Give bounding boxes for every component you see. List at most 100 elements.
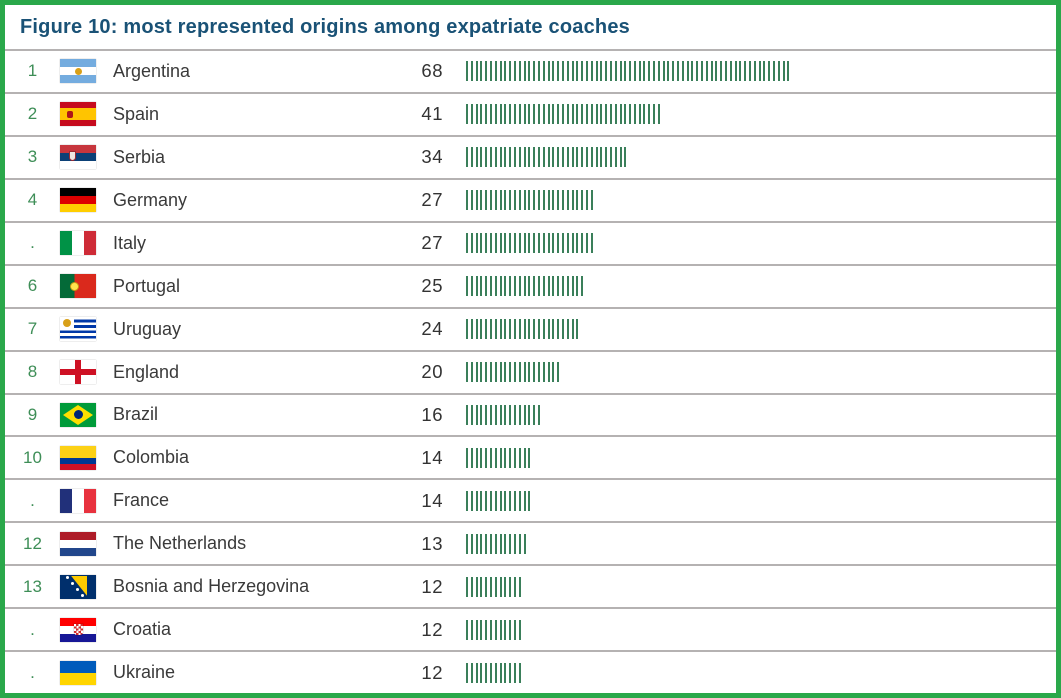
country-label: France	[113, 490, 170, 511]
count-value: 34	[421, 146, 443, 168]
tally-tick-icon	[466, 662, 468, 683]
table-row: 6 Portugal 25	[5, 263, 1056, 307]
tally-tick-icon	[528, 319, 531, 340]
country-label: Italy	[113, 232, 147, 253]
tally-tick-icon	[504, 319, 507, 340]
tally-tick-icon	[504, 404, 507, 425]
tally-tick-icon	[734, 61, 737, 82]
flag-cell	[60, 531, 105, 556]
tally-tick-icon	[561, 61, 564, 82]
tally-tick-icon	[475, 447, 478, 468]
tally-tick-icon	[509, 447, 512, 468]
tally-tick-icon	[523, 61, 526, 82]
tally-tick-icon	[475, 533, 478, 554]
count-value: 16	[421, 403, 443, 425]
tally-tick-icon	[485, 319, 488, 340]
tally-tick-icon	[528, 490, 531, 511]
tally-tick-icon	[590, 190, 593, 211]
tally-tick-icon	[763, 61, 766, 82]
tally-tick-icon	[566, 61, 569, 82]
rank-cell: 9	[27, 404, 38, 424]
tally-tick-icon	[749, 61, 752, 82]
country-label: Germany	[113, 189, 188, 210]
flag-cell	[60, 445, 105, 470]
tally-tick-icon	[677, 61, 680, 82]
tally-tick-icon	[537, 104, 540, 125]
tally-marks	[466, 490, 1056, 511]
tally-tick-icon	[576, 319, 579, 340]
table-row: 3 Serbia 34	[5, 134, 1056, 178]
tally-tick-icon	[513, 147, 516, 168]
tally-tick-icon	[725, 61, 728, 82]
tally-tick-icon	[542, 276, 545, 297]
rank-cell: .	[30, 662, 35, 682]
tally-tick-icon	[489, 104, 492, 125]
tally-tick-icon	[485, 576, 488, 597]
rank-cell: 4	[27, 190, 38, 210]
france-flag-icon	[60, 488, 96, 513]
tally-tick-icon	[499, 147, 502, 168]
tally-tick-icon	[528, 362, 531, 383]
tally-tick-icon	[518, 619, 521, 640]
tally-tick-icon	[466, 61, 468, 82]
spain-flag-icon	[60, 102, 96, 127]
count-value: 20	[421, 361, 443, 383]
tally-tick-icon	[509, 319, 512, 340]
tally-tick-icon	[590, 104, 593, 125]
tally-tick-icon	[475, 490, 478, 511]
tally-tick-icon	[609, 147, 612, 168]
tally-tick-icon	[547, 362, 550, 383]
tally-tick-icon	[638, 61, 641, 82]
tally-tick-icon	[499, 319, 502, 340]
tally-tick-icon	[480, 619, 483, 640]
country-label: Bosnia and Herzegovina	[113, 576, 310, 597]
tally-tick-icon	[768, 61, 771, 82]
rank-cell: 3	[27, 147, 38, 167]
tally-tick-icon	[523, 276, 526, 297]
tally-tick-icon	[605, 61, 608, 82]
tally-tick-icon	[470, 233, 473, 254]
tally-tick-icon	[499, 190, 502, 211]
tally-tick-icon	[537, 147, 540, 168]
tally-tick-icon	[466, 576, 468, 597]
tally-tick-icon	[729, 61, 732, 82]
country-label: Spain	[113, 103, 160, 124]
tally-marks	[466, 61, 1056, 82]
tally-tick-icon	[504, 447, 507, 468]
tally-tick-icon	[513, 362, 516, 383]
tally-tick-icon	[480, 104, 483, 125]
country-label: The Netherlands	[113, 533, 247, 554]
tally-tick-icon	[485, 233, 488, 254]
table-row: . Ukraine 12	[5, 650, 1056, 693]
tally-tick-icon	[557, 362, 560, 383]
tally-tick-icon	[576, 276, 579, 297]
tally-tick-icon	[542, 190, 545, 211]
tally-marks	[466, 319, 1056, 340]
rank-cell: 2	[27, 104, 38, 124]
tally-tick-icon	[691, 61, 694, 82]
tally-tick-icon	[653, 61, 656, 82]
germany-flag-icon	[60, 188, 96, 213]
flag-cell	[60, 488, 105, 513]
tally-tick-icon	[547, 147, 550, 168]
flag-cell	[60, 402, 105, 427]
tally-tick-icon	[552, 190, 555, 211]
figure-title-bar: Figure 10: most represented origins amon…	[5, 5, 1056, 49]
tally-tick-icon	[504, 276, 507, 297]
tally-tick-icon	[787, 61, 790, 82]
tally-tick-icon	[533, 61, 536, 82]
tally-tick-icon	[509, 490, 512, 511]
tally-tick-icon	[528, 147, 531, 168]
tally-tick-icon	[504, 147, 507, 168]
count-value: 68	[421, 60, 443, 82]
ukraine-flag-icon	[60, 660, 96, 685]
tally-tick-icon	[470, 490, 473, 511]
tally-tick-icon	[504, 61, 507, 82]
tally-tick-icon	[489, 190, 492, 211]
tally-tick-icon	[648, 104, 651, 125]
tally-tick-icon	[571, 276, 574, 297]
tally-tick-icon	[643, 104, 646, 125]
tally-tick-icon	[489, 319, 492, 340]
count-value: 27	[421, 232, 443, 254]
tally-tick-icon	[581, 147, 584, 168]
